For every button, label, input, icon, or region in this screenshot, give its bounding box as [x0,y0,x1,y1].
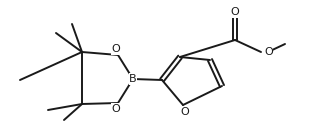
Text: B: B [129,74,137,84]
Text: O: O [231,7,239,17]
Text: O: O [112,104,120,114]
Text: O: O [264,47,273,57]
Text: O: O [181,107,189,117]
Text: O: O [112,44,120,54]
